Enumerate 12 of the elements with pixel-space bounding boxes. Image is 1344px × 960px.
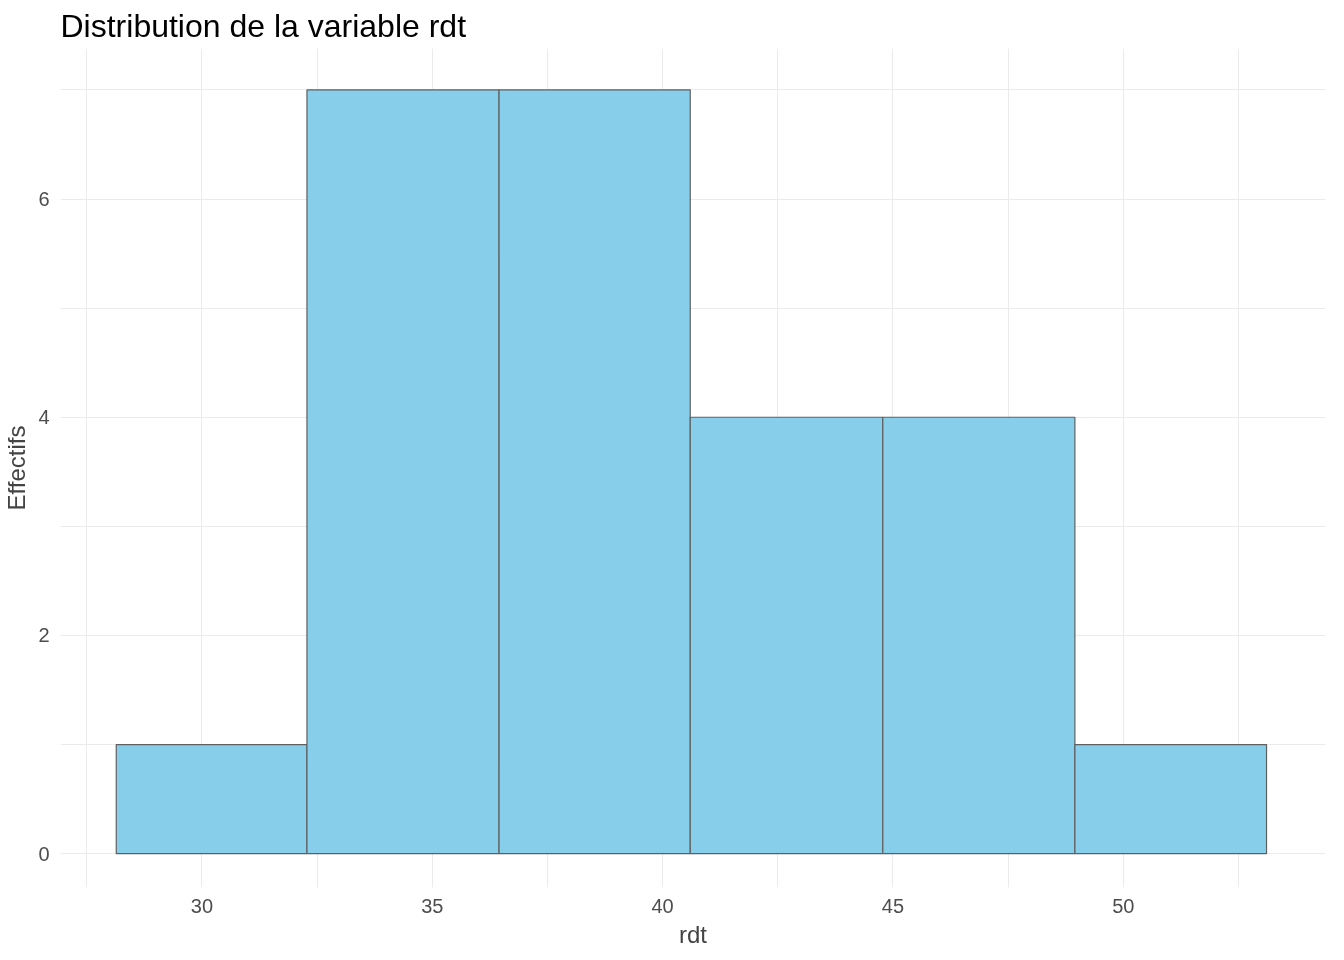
x-axis-title: rdt [679, 920, 708, 948]
x-tick-label: 45 [881, 894, 905, 917]
chart-title: Distribution de la variable rdt [60, 7, 467, 44]
x-tick-label: 40 [651, 894, 674, 917]
x-tick-label: 30 [190, 894, 214, 917]
y-tick-label: 6 [38, 188, 50, 211]
x-tick-label: 35 [421, 894, 444, 917]
y-tick-label: 0 [38, 842, 50, 865]
y-axis-title: Effectifs [3, 425, 31, 511]
y-tick-label: 2 [38, 624, 50, 647]
x-tick-label: 50 [1112, 894, 1135, 917]
y-tick-label: 4 [38, 406, 50, 429]
